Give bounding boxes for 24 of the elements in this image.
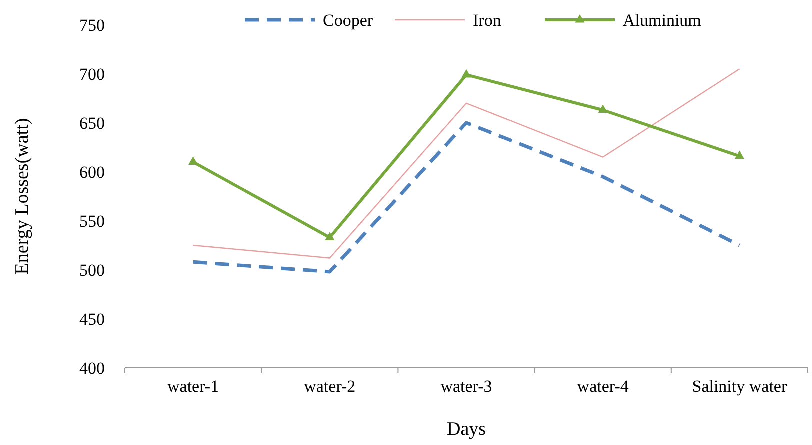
x-tick-label: water-4	[577, 377, 630, 396]
point	[462, 69, 472, 78]
point	[325, 232, 335, 240]
y-tick-label: 700	[80, 64, 105, 84]
x-tick-label: water-3	[440, 377, 492, 396]
y-tick-label: 400	[80, 358, 105, 378]
point	[598, 104, 608, 114]
legend-label: Cooper	[323, 10, 374, 30]
point	[734, 150, 745, 160]
x-axis-title: Days	[446, 419, 486, 440]
legend-label: Aluminium	[623, 10, 702, 30]
legend-label: Iron	[473, 10, 502, 30]
x-tick-label: water-2	[304, 377, 356, 396]
point	[188, 156, 198, 165]
y-axis-title: Energy Losses(watt)	[12, 118, 33, 275]
y-tick-label: 600	[80, 162, 105, 182]
y-tick-label: 500	[80, 260, 105, 280]
y-tick-label: 550	[80, 212, 105, 231]
x-tick-label: water-1	[168, 377, 220, 396]
x-tick-label: Salinity water	[692, 377, 788, 396]
y-tick-label: 450	[80, 310, 105, 329]
y-tick-label: 650	[80, 114, 105, 133]
y-tick-label: 750	[80, 16, 105, 35]
line-series	[192, 121, 742, 274]
